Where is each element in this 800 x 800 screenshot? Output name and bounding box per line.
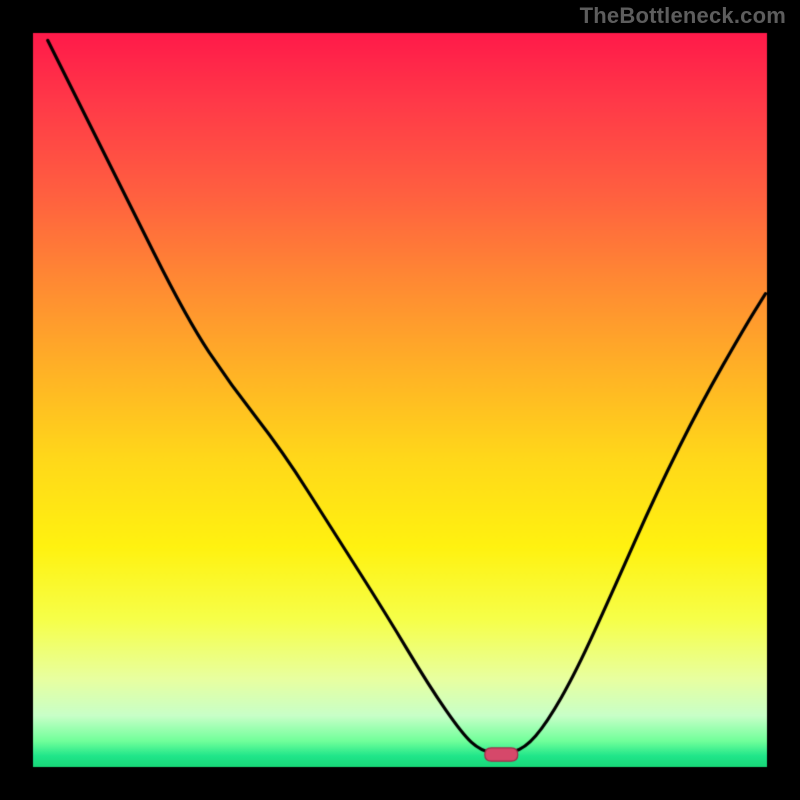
chart-container: TheBottleneck.com: [0, 0, 800, 800]
bottleneck-chart: [0, 0, 800, 800]
